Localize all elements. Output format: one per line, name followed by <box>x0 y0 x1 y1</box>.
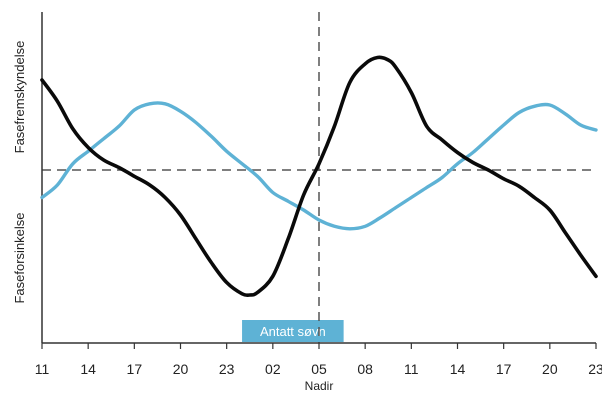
series-line-blue <box>40 101 598 231</box>
x-tick-label: 14 <box>450 361 466 377</box>
y-label-bottom: Faseforsinkelse <box>12 212 27 303</box>
y-label-top: Fasefremskyndelse <box>12 41 27 154</box>
x-tick-label: 05 <box>311 361 327 377</box>
x-tick-label: 17 <box>496 361 512 377</box>
x-tick-label: 20 <box>173 361 189 377</box>
x-tick-label: 02 <box>265 361 281 377</box>
x-tick-label: 14 <box>80 361 96 377</box>
x-tick-label: 11 <box>404 361 419 377</box>
x-tick-label: 17 <box>127 361 143 377</box>
x-tick-label: 23 <box>219 361 235 377</box>
sleep-band <box>242 320 344 342</box>
nadir-label: Nadir <box>305 379 334 393</box>
x-tick-label: 23 <box>588 361 602 377</box>
sleep-band-label: Antatt søvn <box>260 324 326 339</box>
x-tick-label: 20 <box>542 361 558 377</box>
x-tick-label: 08 <box>357 361 373 377</box>
series-line-black <box>40 55 598 298</box>
x-tick-label: 11 <box>35 361 50 377</box>
